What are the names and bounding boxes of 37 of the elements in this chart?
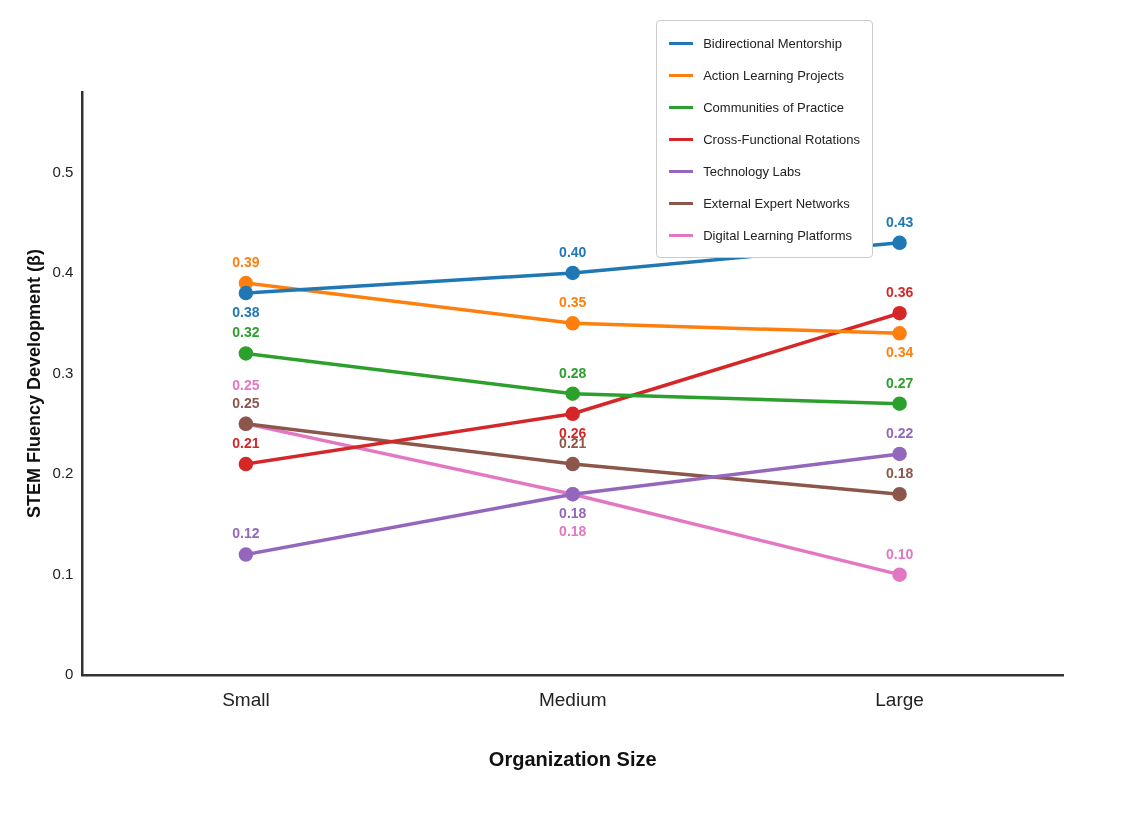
data-label: 0.25 <box>232 394 260 411</box>
data-label: 0.34 <box>885 344 914 361</box>
legend-label: Cross-Functional Rotations <box>703 131 860 147</box>
data-label: 0.27 <box>885 374 914 391</box>
legend-label: External Expert Networks <box>703 195 850 211</box>
data-label: 0.25 <box>232 376 260 393</box>
x-axis-title: Organization Size <box>488 747 657 770</box>
data-label: 0.28 <box>559 364 587 381</box>
x-tick-label: Large <box>875 688 924 710</box>
y-tick-label: 0.5 <box>52 162 74 180</box>
data-label: 0.38 <box>232 303 260 320</box>
data-label: 0.22 <box>885 424 914 441</box>
data-label: 0.12 <box>232 525 260 542</box>
x-tick-label: Medium <box>538 688 607 710</box>
data-label: 0.18 <box>559 523 587 540</box>
legend-label: Technology Labs <box>703 163 801 179</box>
legend-label: Action Learning Projects <box>703 67 845 83</box>
y-tick-label: 0.1 <box>52 564 74 582</box>
y-tick-label: 0.4 <box>52 263 74 281</box>
data-label: 0.35 <box>559 294 587 311</box>
y-tick-label: 0 <box>65 665 74 683</box>
data-label: 0.36 <box>885 284 914 301</box>
legend-label: Digital Learning Platforms <box>703 227 853 243</box>
data-label: 0.43 <box>885 213 914 230</box>
legend-label: Communities of Practice <box>703 99 845 115</box>
data-label: 0.39 <box>232 253 260 270</box>
legend-label: Bidirectional Mentorship <box>703 35 842 51</box>
data-label: 0.10 <box>885 545 914 562</box>
y-tick-label: 0.3 <box>52 363 74 381</box>
y-axis-title: STEM Fluency Development (β) <box>23 249 44 519</box>
x-tick-label: Small <box>222 688 270 710</box>
data-label: 0.18 <box>885 465 914 482</box>
y-tick-label: 0.2 <box>52 464 74 482</box>
data-label: 0.18 <box>559 505 587 522</box>
data-label: 0.40 <box>559 243 587 260</box>
data-label: 0.32 <box>232 324 260 341</box>
data-label: 0.21 <box>232 434 260 451</box>
